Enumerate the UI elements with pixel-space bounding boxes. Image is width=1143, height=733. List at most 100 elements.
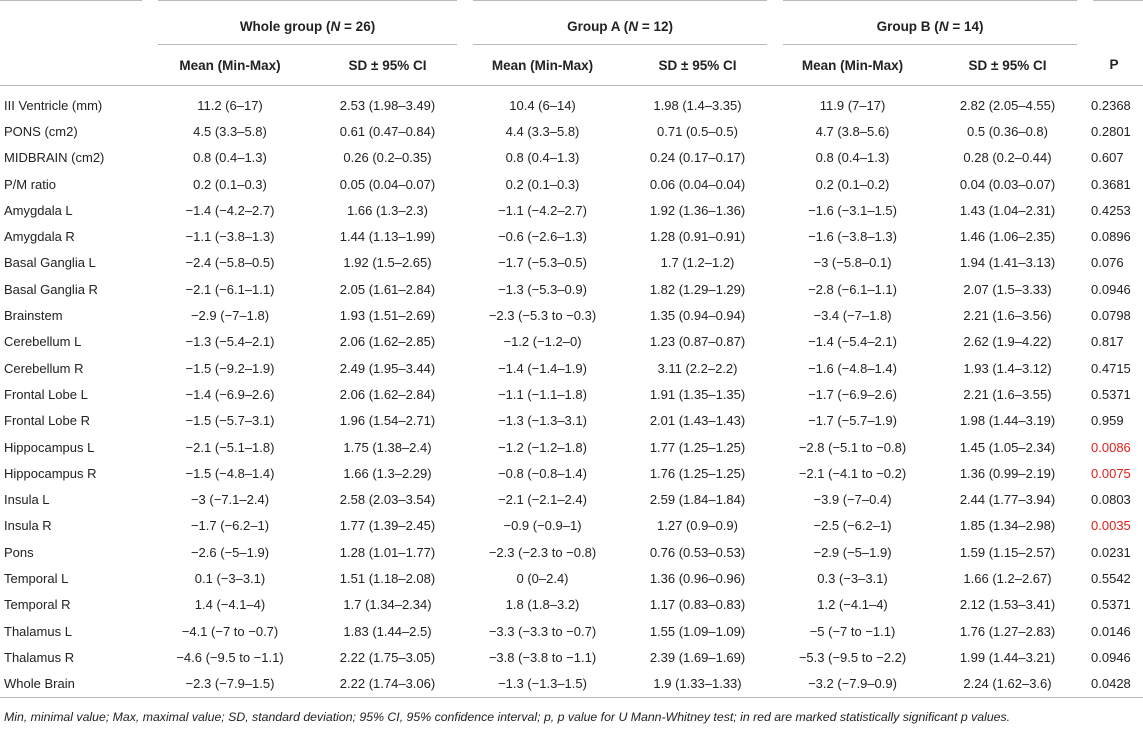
whole-mean-cell: −1.5 (−9.2–1.9) <box>185 360 275 376</box>
group-n-label-whole: N <box>330 18 341 34</box>
whole-sd-cell: 1.96 (1.54–2.71) <box>339 413 436 429</box>
table-footnote: Min, minimal value; Max, maximal value; … <box>4 710 1011 724</box>
p-value-cell: 0.5371 <box>1091 597 1131 613</box>
whole-mean-cell: −2.3 (−7.9–1.5) <box>150 670 310 698</box>
group-b-mean-cell: 4.7 (3.8–5.6) <box>815 123 890 139</box>
group-a-mean-cell: −0.6 (−2.6–1.3) <box>498 229 587 245</box>
group-b-sd-cell: 1.43 (1.04–2.31) <box>959 202 1056 218</box>
p-value-cell: 0.2801 <box>1091 123 1131 139</box>
table-row: PONS (cm2) 4.5 (3.3–5.8) 0.61 (0.47–0.84) 4… <box>0 118 1143 144</box>
row-label: Basal Ganglia L <box>4 255 96 271</box>
p-value-cell: 0.5542 <box>1091 570 1131 586</box>
group-b-mean-cell: −2.5 (−6.2–1) <box>813 518 892 534</box>
group-name-b: Group B ( <box>876 18 939 34</box>
group-b-mean-cell: −1.7 (−5.7–1.9) <box>808 413 897 429</box>
group-a-mean-cell: 1.8 (1.8–3.2) <box>505 597 580 613</box>
whole-sd-cell: 2.06 (1.62–2.85) <box>339 334 436 350</box>
table-row: Amygdala L −1.4 (−4.2–2.7) 1.66 (1.3–2.3) −… <box>0 197 1143 223</box>
table-row: Basal Ganglia L −2.4 (−5.8–0.5) 1.92 (1.5–… <box>0 250 1143 276</box>
group-a-sd-cell: 1.7 (1.2–1.2) <box>660 255 735 271</box>
row-label: Temporal R <box>4 597 71 613</box>
group-b-sd-cell: 2.24 (1.62–3.6) <box>930 670 1086 698</box>
table-row: Cerebellum R −1.5 (−9.2–1.9) 2.49 (1.95–3.… <box>0 355 1143 381</box>
whole-mean-cell: −2.1 (−5.1–1.8) <box>185 439 275 455</box>
group-header-b: Group B (N = 14) <box>767 0 1094 45</box>
group-b-sd-cell: 0.04 (0.03–0.07) <box>959 176 1056 192</box>
group-b-mean-cell: −1.7 (−6.9–2.6) <box>808 386 897 402</box>
group-b-mean-cell: −2.8 (−6.1–1.1) <box>808 281 897 297</box>
whole-mean-cell: 0.1 (−3–3.1) <box>194 570 266 586</box>
group-a-mean-cell: −1.3 (−1.3–3.1) <box>498 413 587 429</box>
whole-mean-cell: −1.4 (−4.2–2.7) <box>185 202 275 218</box>
row-label: Insula R <box>4 518 52 534</box>
whole-sd-cell: 1.75 (1.38–2.4) <box>343 439 432 455</box>
group-a-mean-cell: −0.8 (−0.8–1.4) <box>498 465 587 481</box>
group-a-sd-cell: 0.76 (0.53–0.53) <box>649 544 746 560</box>
group-b-sd-cell: 1.46 (1.06–2.35) <box>959 229 1056 245</box>
table-row: Temporal L 0.1 (−3–3.1) 1.51 (1.18–2.08) 0 … <box>0 565 1143 591</box>
group-a-sd-cell: 1.27 (0.9–0.9) <box>657 518 738 534</box>
group-b-sd-cell: 1.85 (1.34–2.98) <box>959 518 1056 534</box>
group-b-mean-cell: 1.2 (−4.1–4) <box>817 597 888 613</box>
whole-sd-cell: 1.51 (1.18–2.08) <box>339 570 436 586</box>
row-label: Temporal L <box>4 570 69 586</box>
p-value-cell: 0.0946 <box>1091 649 1131 665</box>
group-n-value-b: = 14) <box>948 18 984 34</box>
group-a-mean-cell: −1.2 (−1.2–0) <box>503 334 582 350</box>
whole-sd-cell: 2.22 (1.74–3.06) <box>310 670 466 698</box>
group-a-mean-cell: −1.3 (−5.3–0.9) <box>498 281 587 297</box>
whole-sd-cell: 0.26 (0.2–0.35) <box>343 150 432 166</box>
table-row: P/M ratio 0.2 (0.1–0.3) 0.05 (0.04–0.07) 0.… <box>0 171 1143 197</box>
whole-mean-cell: −2.1 (−6.1–1.1) <box>185 281 275 297</box>
group-n-label-a: N <box>628 18 639 34</box>
group-a-mean-cell: 4.4 (3.3–5.8) <box>505 123 580 139</box>
group-a-mean-cell: −2.1 (−2.1–2.4) <box>498 492 587 508</box>
sub-header-whole-mean: Mean (Min-Max) <box>150 44 310 86</box>
group-a-sd-cell: 1.55 (1.09–1.09) <box>649 623 746 639</box>
group-a-mean-cell: −1.2 (−1.2–1.8) <box>498 439 587 455</box>
row-label: III Ventricle (mm) <box>4 97 103 113</box>
row-label: Basal Ganglia R <box>4 281 98 297</box>
group-a-mean-cell: −1.7 (−5.3–0.5) <box>498 255 587 271</box>
sub-header-row: Mean (Min-Max) SD ± 95% CI Mean (Min-Max… <box>0 44 1143 86</box>
group-b-mean-cell: 11.9 (7–17) <box>819 97 886 113</box>
group-a-mean-cell: 0.8 (0.4–1.3) <box>505 150 580 166</box>
group-b-mean-cell: −3.4 (−7–1.8) <box>813 308 892 324</box>
table-row: Insula R −1.7 (−6.2–1) 1.77 (1.39–2.45) −0.… <box>0 513 1143 539</box>
group-b-sd-cell: 1.76 (1.27–2.83) <box>959 623 1056 639</box>
p-value-cell: 0.0798 <box>1091 308 1131 324</box>
table-header: Whole group (N = 26) Group A (N = 12) Gr… <box>0 0 1143 86</box>
sub-header-a-mean: Mean (Min-Max) <box>465 44 621 86</box>
p-value-cell: 0.5371 <box>1091 386 1131 402</box>
group-a-mean-cell: −2.3 (−2.3 to −0.8) <box>488 544 597 560</box>
whole-mean-cell: −1.1 (−3.8–1.3) <box>185 229 275 245</box>
group-name-a: Group A ( <box>567 18 629 34</box>
p-value-cell: 0.0946 <box>1091 281 1131 297</box>
group-a-mean-cell: −3.3 (−3.3 to −0.7) <box>488 623 597 639</box>
sub-header-b-mean: Mean (Min-Max) <box>775 44 931 86</box>
p-value-cell: 0.0035 <box>1091 518 1131 534</box>
group-b-sd-cell: 1.45 (1.05–2.34) <box>959 439 1056 455</box>
group-b-sd-cell: 1.98 (1.44–3.19) <box>959 413 1056 429</box>
table-row: Cerebellum L −1.3 (−5.4–2.1) 2.06 (1.62–2.… <box>0 329 1143 355</box>
table-row: MIDBRAIN (cm2) 0.8 (0.4–1.3) 0.26 (0.2–0.3… <box>0 145 1143 171</box>
group-b-sd-cell: 2.82 (2.05–4.55) <box>959 97 1056 113</box>
row-label: Thalamus R <box>4 649 75 665</box>
sub-header-p: P <box>1085 44 1143 86</box>
row-label: Insula L <box>4 492 50 508</box>
p-value-cell: 0.0896 <box>1091 229 1131 245</box>
whole-sd-cell: 2.06 (1.62–2.84) <box>339 386 436 402</box>
row-label: Amygdala R <box>4 229 75 245</box>
p-value-cell: 0.817 <box>1091 334 1124 350</box>
p-value-cell: 0.0231 <box>1091 544 1131 560</box>
header-p-corner-cell <box>1085 0 1143 45</box>
group-b-mean-cell: −2.8 (−5.1 to −0.8) <box>798 439 907 455</box>
group-a-sd-cell: 2.59 (1.84–1.84) <box>649 492 746 508</box>
group-a-sd-cell: 2.01 (1.43–1.43) <box>649 413 746 429</box>
row-label: Pons <box>4 544 34 560</box>
group-b-sd-cell: 1.93 (1.4–3.12) <box>963 360 1052 376</box>
p-value-cell: 0.4715 <box>1091 360 1131 376</box>
group-b-mean-cell: −1.4 (−5.4–2.1) <box>808 334 897 350</box>
group-b-sd-cell: 1.59 (1.15–2.57) <box>959 544 1056 560</box>
group-b-mean-cell: 0.2 (0.1–0.2) <box>815 176 890 192</box>
